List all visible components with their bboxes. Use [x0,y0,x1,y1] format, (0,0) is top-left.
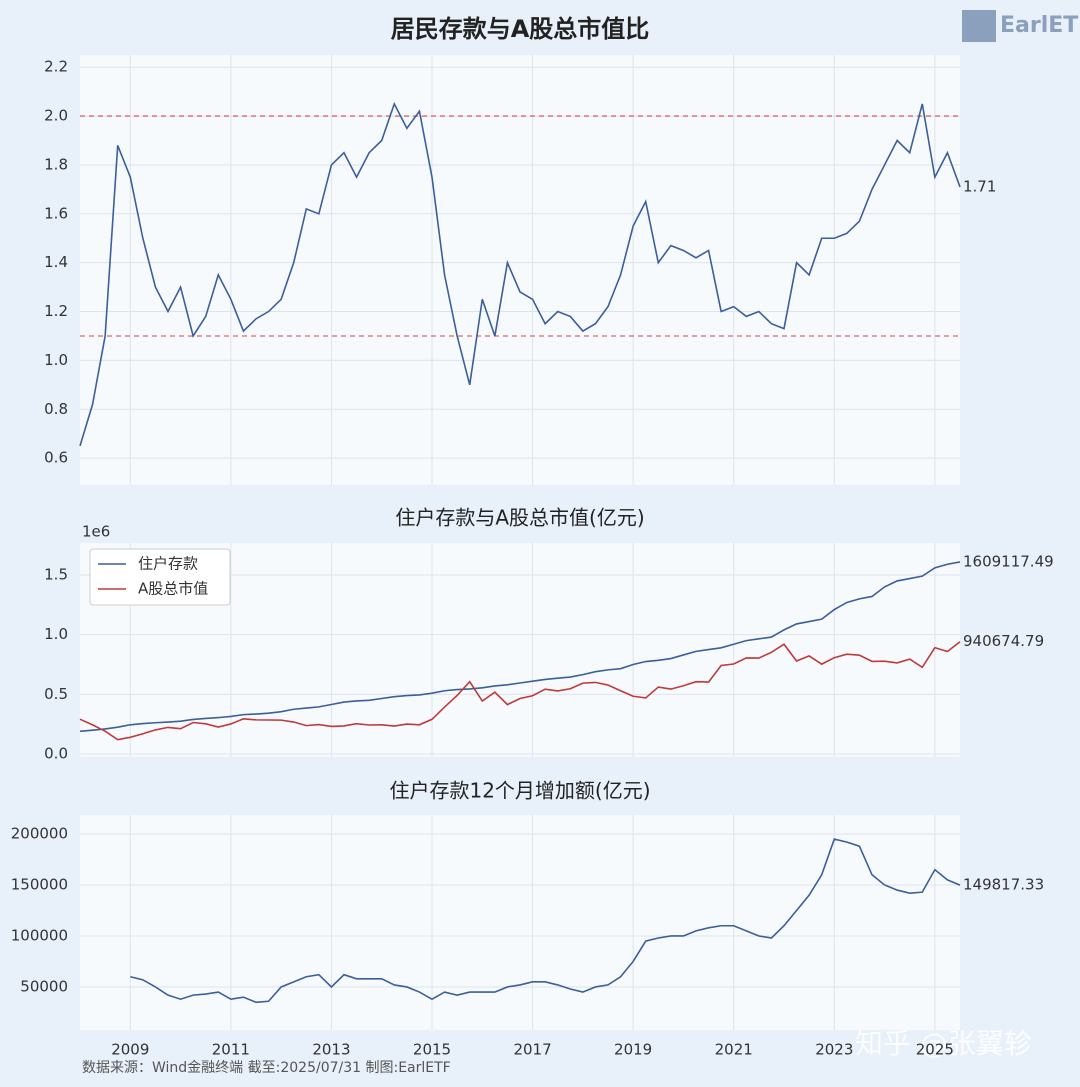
y-tick-label: 1.0 [44,351,68,369]
line [79,561,961,733]
x-tick-label: 2019 [614,1041,652,1059]
x-tick-label: 2013 [312,1041,350,1059]
end-label: 1.71 [963,177,996,195]
y-tick-label: 2.0 [44,107,68,125]
plot-area [80,815,960,1030]
chart-title: 住户存款与A股总市值(亿元) [395,506,644,530]
y-tick-label: 50000 [20,977,68,995]
watermark: 知乎 @张翼轸 [855,1027,1032,1060]
y-tick-label: 150000 [11,875,68,893]
chart-title: 住户存款12个月增加额(亿元) [389,779,650,803]
line [130,838,961,1004]
x-tick-label: 2021 [715,1041,753,1059]
y-tick-label: 0.0 [44,745,68,763]
x-tick-label: 2011 [212,1041,250,1059]
y-tick-label: 1.4 [44,253,68,271]
legend-box [89,548,231,606]
legend-label: 住户存款 [138,555,198,573]
y-tick-label: 100000 [11,926,68,944]
y-tick-label: 0.5 [44,685,68,703]
y-tick-label: 0.8 [44,400,68,418]
end-label: 149817.33 [963,876,1044,894]
line [79,101,961,447]
y-tick-label: 200000 [11,824,68,842]
x-tick-label: 2015 [413,1041,451,1059]
y-tick-label: 1.8 [44,155,68,173]
logo: EarlETF [1000,13,1080,38]
y-tick-label: 1.5 [44,565,68,583]
x-tick-label: 2025 [916,1041,954,1059]
y-tick-label: 1.2 [44,302,68,320]
chart-title: 居民存款与A股总市值比 [391,15,650,43]
x-tick-label: 2009 [111,1041,149,1059]
end-label: 1609117.49 [963,552,1054,570]
x-tick-label: 2023 [815,1041,853,1059]
y-tick-label: 1.0 [44,625,68,643]
end-label: 940674.79 [963,632,1044,650]
legend-label: A股总市值 [138,580,208,598]
x-tick-label: 2017 [513,1041,551,1059]
y-tick-label: 2.2 [44,58,68,76]
footer: 数据来源：Wind金融终端 截至:2025/07/31 制图:EarlETF [82,1060,451,1076]
y-tick-label: 1.6 [44,204,68,222]
y-tick-label: 0.6 [44,449,68,467]
logo-icon [962,10,996,42]
line [79,641,961,741]
plot-area [80,55,960,485]
y-offset-label: 1e6 [82,523,110,541]
legend: 住户存款 A股总市值 [89,548,231,606]
